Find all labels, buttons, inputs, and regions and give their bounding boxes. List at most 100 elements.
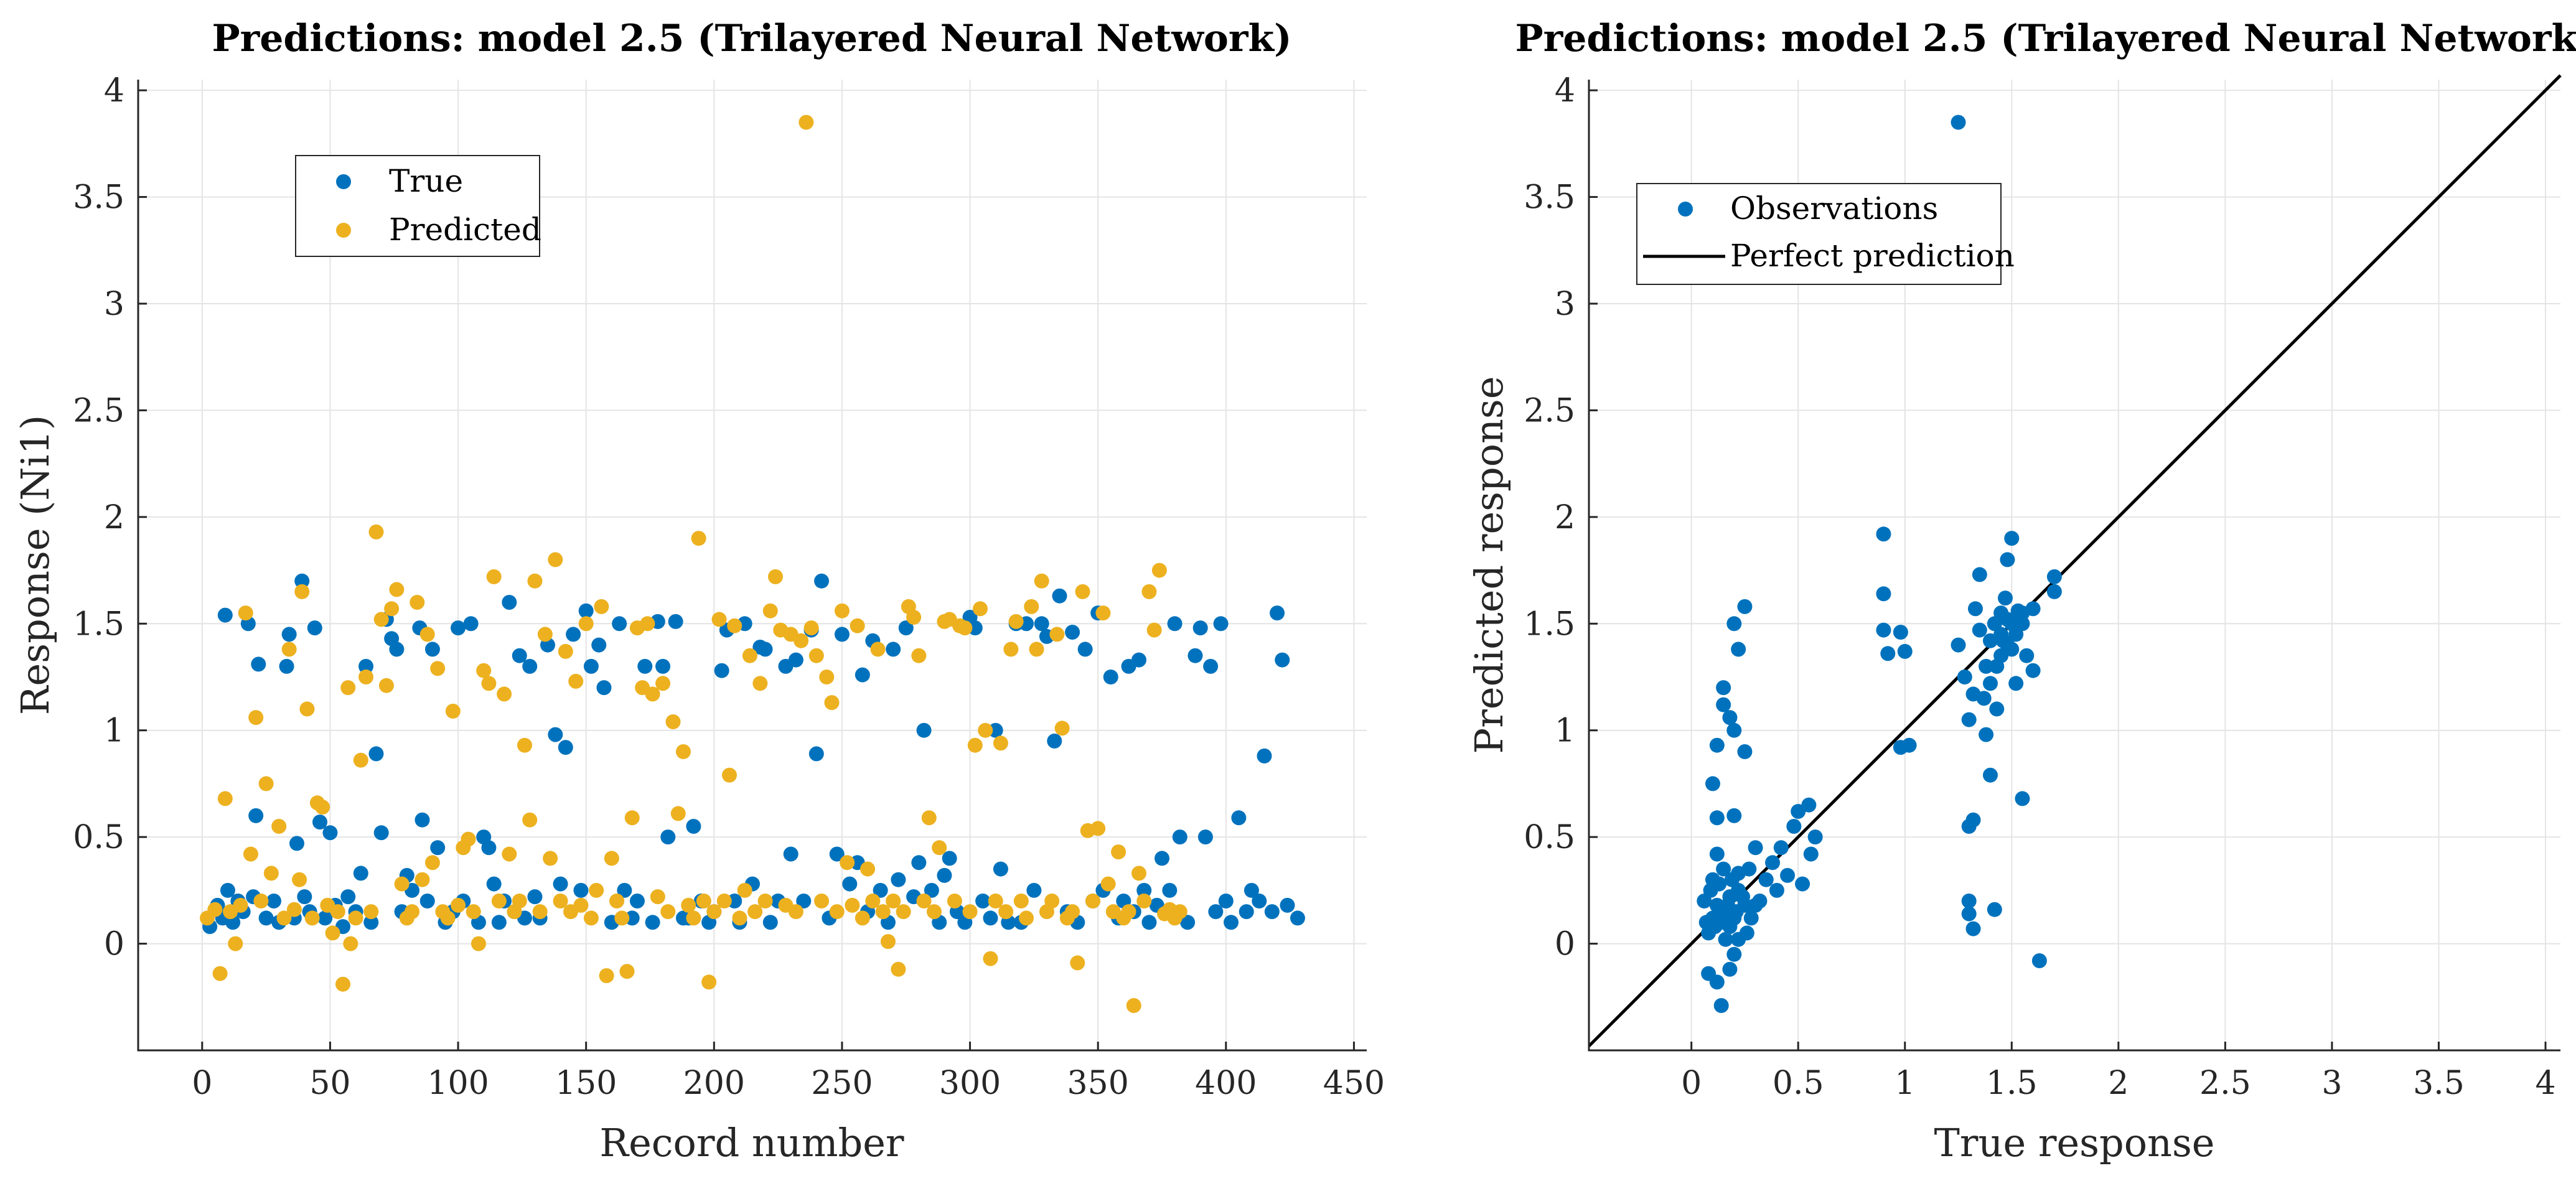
x-tick-label: 3.5 <box>2413 1065 2465 1102</box>
observations-point <box>1979 727 1994 742</box>
observations-point <box>1972 622 1987 638</box>
true-point <box>637 658 653 674</box>
predicted-point <box>353 752 368 768</box>
true-point <box>481 840 497 856</box>
predicted-point <box>415 872 430 887</box>
observations-point <box>1982 676 1998 691</box>
true-point <box>714 663 729 678</box>
observations-point <box>1716 697 1731 712</box>
chart-left-title: Predictions: model 2.5 (Trilayered Neura… <box>212 17 1292 60</box>
observations-point <box>2025 663 2041 678</box>
observations-point <box>1743 910 1759 926</box>
predicted-point <box>681 897 696 913</box>
predicted-point <box>281 642 297 657</box>
x-tick-label: 400 <box>1195 1065 1257 1102</box>
true-point <box>829 846 845 862</box>
legend-true-label: True <box>389 163 463 199</box>
chart-right-ylabel: Predicted response <box>1466 376 1512 754</box>
predicted-point <box>799 114 814 130</box>
predicted-point <box>1131 866 1146 881</box>
predicted-point <box>476 663 492 678</box>
y-tick-label: 2 <box>1555 499 1575 536</box>
predicted-point <box>947 894 962 908</box>
predicted-point <box>1085 894 1100 908</box>
true-point <box>1231 810 1247 826</box>
true-point <box>373 825 389 841</box>
true-point <box>842 876 858 892</box>
true-point <box>1167 616 1183 632</box>
true-point <box>855 667 870 683</box>
true-point <box>1155 851 1169 866</box>
chart-left-xlabel: Record number <box>599 1120 904 1165</box>
true-point <box>248 808 264 823</box>
predicted-point <box>757 894 773 908</box>
predicted-point <box>993 735 1008 751</box>
y-tick-label: 3.5 <box>1524 179 1575 217</box>
true-point <box>612 616 627 632</box>
predicted-point <box>962 904 978 920</box>
predicted-point <box>727 618 742 633</box>
true-point <box>1180 915 1196 930</box>
observations-point <box>1876 586 1891 602</box>
x-tick-label: 150 <box>555 1065 617 1102</box>
observations-point <box>1705 776 1720 791</box>
legend-perfect-label: Perfect prediction <box>1730 238 2015 274</box>
y-tick-label: 1.5 <box>1524 605 1575 643</box>
observations-point <box>1773 840 1789 856</box>
observations-point <box>2000 637 2015 653</box>
predicted-point <box>497 686 512 702</box>
predicted-point <box>978 722 993 738</box>
predicted-point <box>373 612 389 627</box>
predicted-point <box>1034 573 1049 589</box>
x-tick-label: 300 <box>939 1065 1001 1102</box>
observations-point <box>1748 897 1763 913</box>
true-point <box>1244 882 1259 898</box>
predicted-point <box>1065 904 1080 920</box>
observations-point <box>1748 840 1763 856</box>
predicted-point <box>394 876 410 892</box>
predicted-point <box>834 603 850 619</box>
true-point <box>1077 642 1093 657</box>
true-point <box>808 746 824 762</box>
predicted-point <box>640 616 655 632</box>
true-point <box>527 889 543 905</box>
chart-left-points <box>200 114 1305 1013</box>
predicted-point <box>808 648 824 663</box>
predicted-point <box>886 894 901 908</box>
predicted-point <box>840 855 855 871</box>
legend-predicted-label: Predicted <box>389 212 541 248</box>
y-tick-label: 1 <box>1555 712 1575 750</box>
true-point <box>596 680 612 696</box>
chart-left-legend: True Predicted <box>295 155 541 257</box>
true-point <box>340 889 356 905</box>
predicted-point <box>1070 955 1085 971</box>
predicted-point <box>880 934 896 950</box>
true-point <box>1280 897 1295 913</box>
observations-point <box>1989 701 2005 717</box>
true-point <box>558 740 573 755</box>
x-tick-label: 0 <box>1681 1065 1702 1102</box>
observations-point <box>1722 919 1738 935</box>
x-tick-label: 0 <box>192 1065 212 1102</box>
predicted-point <box>711 612 727 627</box>
true-point <box>645 915 660 930</box>
observations-point <box>1807 829 1823 845</box>
observations-point <box>1713 998 1729 1013</box>
predicted-point <box>655 676 671 691</box>
predicted-point <box>906 610 922 625</box>
y-tick-label: 0.5 <box>73 819 124 856</box>
predicted-point <box>263 866 279 881</box>
true-point <box>583 658 599 674</box>
predicted-point <box>973 601 988 617</box>
predicted-point <box>1146 622 1162 638</box>
predicted-point <box>537 627 553 642</box>
predicted-point <box>553 894 568 908</box>
observations-point <box>1726 946 1742 962</box>
predicted-point <box>389 582 405 597</box>
true-point <box>1131 652 1146 668</box>
predicted-point <box>604 851 619 866</box>
predicted-point <box>430 661 446 676</box>
predicted-point <box>330 904 345 920</box>
predicted-point <box>675 744 691 759</box>
true-point <box>389 642 405 657</box>
